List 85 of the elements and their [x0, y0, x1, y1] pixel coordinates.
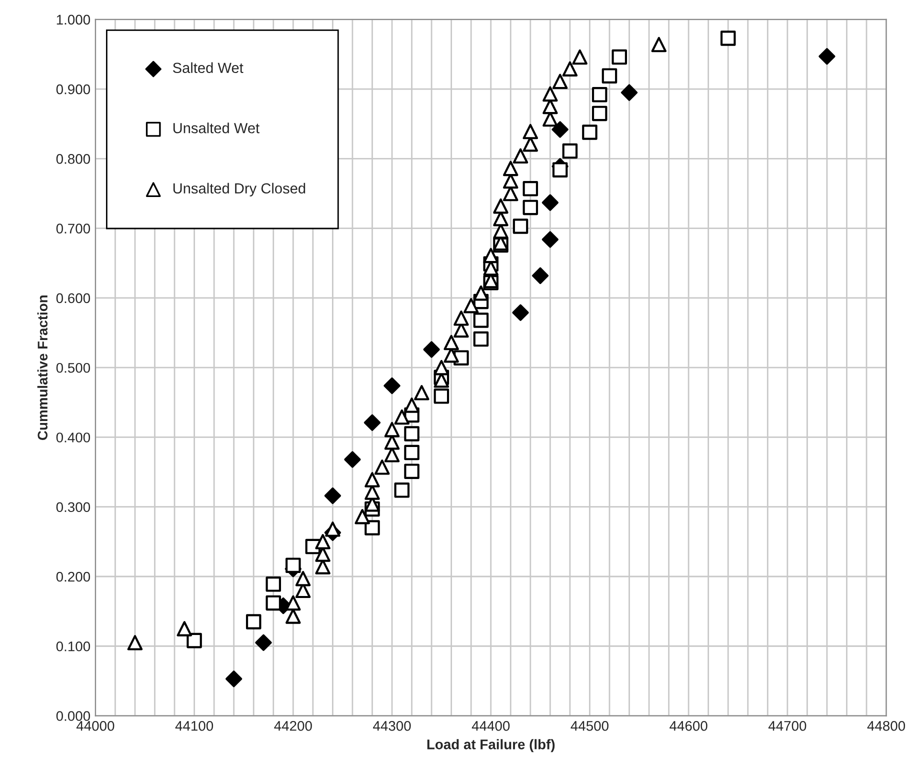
point — [404, 426, 420, 442]
point — [434, 360, 450, 376]
legend-label: Unsalted Dry Closed — [173, 182, 306, 196]
point — [394, 482, 410, 498]
y-axis-title: Cummulative Fraction — [37, 296, 48, 440]
point — [286, 608, 301, 624]
point — [414, 385, 430, 400]
point — [364, 520, 380, 536]
y-tick-label: 0.200 — [56, 572, 90, 582]
y-tick-label: 0.700 — [56, 224, 90, 234]
point — [572, 49, 588, 65]
point — [325, 522, 340, 537]
x-tick-label: 44000 — [76, 720, 114, 731]
point — [542, 194, 558, 211]
point — [502, 160, 518, 176]
point — [582, 124, 598, 140]
point — [434, 388, 450, 404]
point — [404, 464, 420, 479]
point — [562, 61, 578, 77]
x-tick-label: 44200 — [274, 720, 312, 731]
x-tick-label: 44300 — [373, 720, 411, 731]
point — [720, 30, 736, 46]
point — [374, 460, 390, 475]
point — [522, 181, 538, 196]
point — [620, 84, 638, 101]
y-tick-label: 0.100 — [56, 641, 90, 652]
point — [444, 334, 459, 350]
point — [186, 632, 202, 648]
x-tick-label: 44100 — [175, 720, 214, 731]
point — [295, 570, 311, 586]
x-tick-label: 44400 — [472, 720, 510, 731]
point — [552, 121, 568, 138]
point — [542, 86, 558, 102]
point — [542, 231, 558, 248]
y-tick-label: 1.000 — [56, 14, 90, 25]
y-tick-label: 0.000 — [56, 711, 90, 721]
point — [602, 68, 618, 84]
point — [473, 312, 489, 328]
point — [454, 310, 469, 326]
point — [463, 298, 479, 314]
point — [404, 398, 420, 413]
point — [612, 49, 628, 65]
legend-label: Unsalted Wet — [173, 122, 260, 134]
legend-label: Salted Wet — [172, 62, 244, 74]
point — [255, 634, 272, 651]
point — [512, 148, 528, 164]
point — [266, 595, 282, 611]
x-tick-label: 44500 — [570, 720, 608, 731]
point — [522, 124, 538, 140]
point — [473, 331, 489, 347]
point — [364, 414, 381, 431]
y-tick-label: 0.600 — [56, 293, 90, 304]
x-tick-label: 44600 — [670, 720, 708, 731]
point — [404, 444, 420, 460]
point — [384, 377, 400, 394]
point — [423, 341, 440, 358]
y-tick-label: 0.900 — [56, 84, 90, 94]
point — [384, 422, 400, 438]
point — [512, 218, 528, 234]
x-tick-label: 44800 — [867, 720, 906, 731]
point — [286, 558, 301, 573]
point — [324, 487, 342, 504]
y-tick-label: 0.400 — [56, 432, 90, 442]
point — [592, 87, 608, 102]
point — [286, 595, 301, 611]
point — [532, 267, 549, 284]
point — [344, 451, 361, 468]
point — [818, 48, 836, 65]
y-tick-label: 0.300 — [56, 502, 90, 512]
point — [246, 614, 262, 630]
point — [512, 304, 529, 321]
point — [226, 670, 242, 688]
point — [364, 472, 380, 488]
point — [562, 143, 578, 159]
point — [266, 576, 282, 592]
point — [127, 635, 143, 650]
x-axis-title: Load at Failure (lbf) — [427, 739, 555, 752]
point — [592, 106, 608, 122]
point — [493, 198, 508, 214]
point — [552, 162, 568, 178]
point — [522, 200, 538, 216]
y-tick-label: 0.500 — [56, 362, 90, 373]
y-tick-label: 0.800 — [56, 154, 90, 164]
point — [651, 36, 667, 52]
x-tick-label: 44700 — [768, 720, 806, 731]
